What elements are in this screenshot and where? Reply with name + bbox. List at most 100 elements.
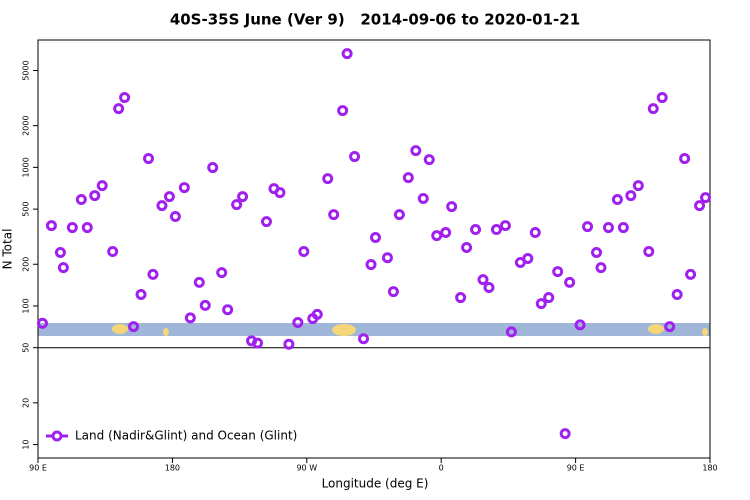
point — [178, 182, 190, 194]
point — [387, 286, 399, 298]
land-patch — [702, 328, 708, 336]
point — [169, 211, 181, 223]
point — [559, 428, 571, 440]
point — [694, 200, 706, 212]
point — [128, 321, 140, 333]
point — [283, 338, 295, 350]
point — [66, 222, 78, 234]
y-tick-label: 50 — [22, 343, 31, 353]
point — [311, 308, 323, 320]
point — [446, 201, 458, 213]
point — [237, 191, 249, 203]
x-tick-label: 180 — [702, 464, 717, 473]
point — [685, 268, 697, 280]
y-tick-label: 1000 — [22, 157, 31, 177]
ocean-strip — [38, 323, 710, 336]
x-axis-label: Longitude (deg E) — [322, 477, 429, 491]
land-patch — [163, 328, 169, 336]
point — [193, 276, 205, 288]
point — [664, 321, 676, 333]
point — [490, 224, 502, 236]
point — [423, 154, 435, 166]
point — [231, 199, 243, 211]
point — [552, 266, 564, 278]
y-axis-label: N Total — [1, 229, 15, 270]
point — [147, 268, 159, 280]
point — [591, 247, 603, 259]
point — [337, 105, 349, 117]
point — [632, 180, 644, 192]
point — [381, 252, 393, 264]
point — [113, 103, 125, 115]
point — [602, 222, 614, 234]
point — [75, 194, 87, 206]
point — [36, 317, 48, 329]
point — [461, 242, 473, 254]
point — [417, 193, 429, 205]
point — [643, 246, 655, 258]
point — [522, 253, 534, 265]
point — [574, 319, 586, 331]
y-tick-label: 10 — [22, 439, 31, 449]
point — [543, 292, 555, 304]
point — [455, 292, 467, 304]
point — [617, 222, 629, 234]
x-tick-label: 90 W — [296, 464, 317, 473]
point — [81, 222, 93, 234]
point — [625, 190, 637, 202]
point — [700, 192, 712, 204]
x-tick-label: 90 E — [567, 464, 585, 473]
point — [163, 191, 175, 203]
x-tick-label: 90 E — [29, 464, 47, 473]
point — [54, 247, 66, 259]
point — [499, 220, 511, 232]
point — [45, 220, 57, 232]
point — [89, 190, 101, 202]
point — [529, 226, 541, 238]
point — [96, 180, 108, 192]
point — [365, 259, 377, 271]
point — [611, 194, 623, 206]
point — [656, 92, 668, 104]
point — [358, 333, 370, 345]
point — [470, 224, 482, 236]
x-tick-label: 180 — [165, 464, 180, 473]
land-patch — [332, 324, 356, 336]
y-tick-label: 20 — [22, 398, 31, 408]
point — [156, 200, 168, 212]
point — [393, 209, 405, 221]
point — [679, 153, 691, 165]
point — [595, 262, 607, 274]
point — [410, 145, 422, 157]
point — [207, 162, 219, 174]
point — [184, 312, 196, 324]
point — [431, 230, 443, 242]
point — [647, 103, 659, 115]
y-tick-label: 5000 — [22, 60, 31, 80]
y-tick-label: 2000 — [22, 115, 31, 135]
point — [274, 187, 286, 199]
point — [57, 262, 69, 274]
point — [402, 172, 414, 184]
point — [222, 304, 234, 316]
chart-title: 40S-35S June (Ver 9) 2014-09-06 to 2020-… — [170, 11, 580, 29]
land-patch — [112, 324, 128, 334]
point — [564, 276, 576, 288]
point — [369, 231, 381, 243]
point — [341, 48, 353, 60]
map-strip — [38, 323, 710, 336]
point — [671, 289, 683, 301]
point — [119, 92, 131, 104]
point — [143, 153, 155, 165]
y-tick-label: 500 — [22, 201, 31, 216]
point — [135, 289, 147, 301]
point — [199, 299, 211, 311]
point — [505, 326, 517, 338]
point — [440, 226, 452, 238]
point — [292, 316, 304, 328]
point — [477, 274, 489, 286]
point — [107, 246, 119, 258]
plot-frame — [37, 39, 711, 459]
y-tick-label: 200 — [22, 257, 31, 272]
